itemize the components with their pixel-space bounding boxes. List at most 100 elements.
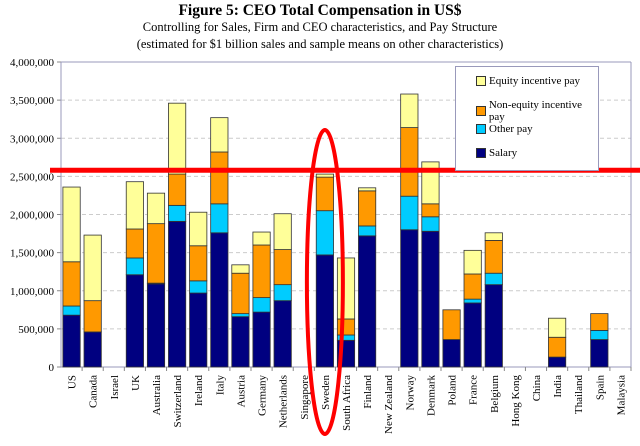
x-tick-label: Italy [214,375,226,396]
legend-label-salary: Salary [489,147,518,159]
bar-non-equity-incentive-pay-norway [400,127,419,197]
y-tick-label: 2,000,000 [10,210,55,222]
x-tick-label: Switzerland [172,375,184,428]
bar-equity-incentive-pay-france [463,249,482,275]
x-tick-label: Sweden [320,375,332,410]
bar-equity-incentive-pay-finland [358,187,377,192]
bar-salary-belgium [484,284,503,368]
bar-salary-austria [231,316,250,368]
x-tick-label: Finland [362,375,374,409]
bar-other-pay-finland [358,225,377,237]
x-tick-label: Hong Kong [510,375,522,427]
bar-other-pay-denmark [421,216,440,232]
x-tick-label: Spain [594,375,606,401]
y-tick-label: 4,000,000 [10,57,55,69]
legend-label-equity: Equity incentive pay [489,75,581,87]
bar-equity-incentive-pay-canada [83,234,102,302]
x-tick-label: Canada [88,375,100,408]
y-tick-label: 3,000,000 [10,133,55,145]
bar-other-pay-us [62,305,81,316]
bar-salary-sweden [315,254,334,368]
x-tick-label: Germany [257,375,269,416]
x-tick-label: Israel [109,375,121,399]
y-tick-label: 500,000 [18,324,54,336]
bar-non-equity-incentive-pay-denmark [421,203,440,218]
chart-subtitle-2: (estimated for $1 billion sales and samp… [136,37,504,51]
y-tick-label: 1,500,000 [10,248,55,260]
bar-non-equity-incentive-pay-italy [210,151,229,205]
annotation-red-ellipse [304,128,345,436]
bar-equity-incentive-pay-belgium [484,232,503,241]
x-tick-label: Malaysia [615,375,627,415]
x-tick-label: Thailand [573,375,585,415]
bar-salary-germany [252,311,271,368]
bar-equity-incentive-pay-norway [400,93,419,128]
bar-other-pay-netherlands [273,284,292,302]
bar-equity-incentive-pay-netherlands [273,213,292,250]
legend-item-other: Other pay [476,123,533,135]
bar-non-equity-incentive-pay-spain [590,313,609,331]
x-tick-label: Netherlands [278,375,290,428]
x-tick-label: Ireland [193,375,205,407]
legend-label-other: Other pay [489,123,533,135]
bar-equity-incentive-pay-australia [146,192,166,225]
bar-non-equity-incentive-pay-us [62,261,81,307]
bar-other-pay-norway [400,195,419,231]
bar-salary-us [62,314,81,368]
x-tick-label: Belgium [489,375,501,413]
bar-non-equity-incentive-pay-poland [442,309,461,340]
legend-item-salary: Salary [476,147,517,159]
x-tick-label: Austria [235,375,247,408]
x-tick-label: Poland [447,375,459,406]
bar-salary-norway [400,229,419,368]
y-tick-label: 3,500,000 [10,95,55,107]
legend-swatch-salary [476,148,486,158]
bar-equity-incentive-pay-sweden [315,173,334,178]
x-tick-label: France [468,375,480,405]
bar-equity-incentive-pay-south-africa [336,257,356,320]
x-tick-label: South Africa [341,375,353,431]
bar-other-pay-france [463,298,482,304]
bar-non-equity-incentive-pay-germany [252,244,271,299]
bar-equity-incentive-pay-italy [210,117,229,153]
bar-non-equity-incentive-pay-sweden [315,176,334,212]
bar-non-equity-incentive-pay-india [548,336,567,358]
bar-equity-incentive-pay-us [62,186,81,263]
bar-non-equity-incentive-pay-austria [231,272,250,315]
x-tick-label: Norway [404,375,416,411]
y-tick-label: 2,500,000 [10,171,55,183]
legend-swatch-other [476,124,486,134]
y-tick-label: 1,000,000 [10,286,55,298]
bar-salary-switzerland [168,220,187,368]
legend-item-equity: Equity incentive pay [476,75,580,87]
x-tick-label: India [552,375,564,398]
bar-salary-italy [210,232,229,368]
bar-salary-ireland [189,292,208,368]
bar-non-equity-incentive-pay-switzerland [168,173,187,206]
bar-non-equity-incentive-pay-canada [83,300,102,333]
bar-non-equity-incentive-pay-belgium [484,240,503,274]
bar-salary-india [548,356,567,368]
bar-salary-france [463,302,482,368]
x-tick-label: Denmark [425,375,437,416]
bar-other-pay-germany [252,297,271,313]
x-tick-label: Singapore [299,375,311,420]
bar-equity-incentive-pay-germany [252,231,271,246]
bar-salary-netherlands [273,300,292,368]
bar-other-pay-sweden [315,210,334,256]
bar-salary-denmark [421,230,440,368]
bar-non-equity-incentive-pay-ireland [189,245,208,282]
bar-salary-uk [125,274,144,368]
chart-title: Figure 5: CEO Total Compensation in US$ [178,2,462,19]
x-tick-label: China [531,375,543,401]
bar-non-equity-incentive-pay-france [463,273,482,300]
bar-non-equity-incentive-pay-netherlands [273,249,292,286]
x-tick-label: UK [130,375,142,391]
legend-swatch-equity [476,76,486,86]
chart-subtitle-1: Controlling for Sales, Firm and CEO char… [142,20,498,34]
x-tick-label: New Zealand [383,375,395,434]
bar-equity-incentive-pay-uk [125,181,144,230]
bar-other-pay-austria [231,313,250,318]
y-tick-label: 0 [49,362,55,374]
